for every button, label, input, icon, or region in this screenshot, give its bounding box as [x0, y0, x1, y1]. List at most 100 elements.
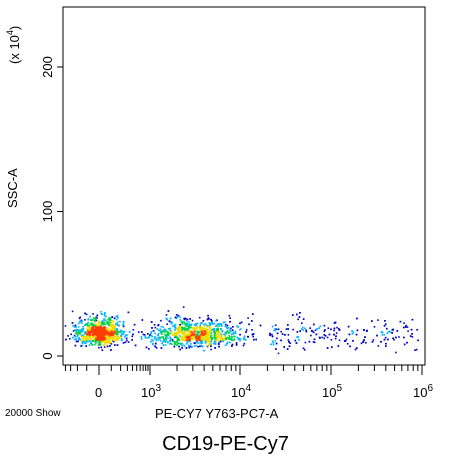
event-dot	[334, 321, 337, 324]
event-dot	[85, 335, 87, 337]
event-dot	[287, 339, 290, 341]
event-dot	[175, 336, 177, 339]
event-dot	[157, 337, 159, 339]
event-dot	[223, 339, 225, 342]
event-dot	[347, 325, 350, 328]
event-dot	[331, 346, 333, 348]
event-dot	[376, 334, 378, 337]
event-dot	[175, 344, 178, 347]
event-dot	[103, 321, 105, 324]
event-dot	[96, 340, 99, 343]
event-dot	[396, 330, 399, 332]
event-dot	[289, 342, 291, 344]
event-dot	[99, 335, 101, 337]
event-dot	[110, 321, 112, 324]
event-dot	[160, 347, 163, 349]
event-dot	[251, 329, 253, 331]
event-dot	[112, 337, 115, 340]
event-dot	[133, 323, 136, 326]
event-dot	[381, 334, 384, 336]
event-dot	[276, 337, 278, 340]
event-dot	[310, 334, 312, 337]
event-dot	[179, 316, 182, 319]
event-dot	[73, 334, 76, 337]
event-dot	[109, 345, 111, 347]
event-dot	[203, 328, 205, 331]
event-dot	[75, 332, 77, 335]
event-dot	[106, 331, 108, 334]
event-dot	[183, 344, 185, 347]
event-dot	[177, 328, 180, 330]
event-dot	[296, 331, 299, 333]
event-dot	[110, 349, 112, 351]
event-dot	[188, 340, 191, 343]
event-dot	[183, 339, 186, 342]
x-tick-base: 10	[231, 385, 245, 400]
event-dot	[105, 320, 108, 323]
event-dot	[344, 340, 347, 342]
event-dot	[214, 347, 216, 349]
event-dot	[198, 327, 201, 329]
event-dot	[217, 343, 220, 345]
event-dot	[104, 326, 107, 329]
event-dot	[186, 320, 188, 322]
event-dot	[274, 324, 277, 326]
event-dot	[98, 326, 100, 328]
event-dot	[142, 333, 145, 336]
event-dot	[209, 328, 212, 330]
event-dot	[229, 329, 231, 331]
event-dot	[98, 320, 100, 323]
event-dot	[82, 335, 84, 338]
event-dot	[88, 335, 90, 338]
event-dot	[219, 340, 222, 343]
event-dot	[150, 331, 153, 333]
event-dot	[100, 324, 102, 327]
event-dot	[87, 328, 90, 330]
event-dot	[225, 331, 228, 333]
event-dot	[98, 324, 101, 327]
event-dot	[236, 336, 239, 339]
event-dot	[123, 336, 126, 338]
event-dot	[225, 337, 227, 340]
y-scale-close: )	[7, 26, 22, 30]
event-dot	[195, 333, 197, 336]
event-dot	[108, 332, 110, 334]
event-dot	[235, 342, 238, 344]
event-dot	[188, 335, 191, 338]
event-dot	[294, 339, 297, 342]
event-dot	[183, 318, 186, 321]
event-dot	[312, 341, 315, 343]
event-dot	[215, 339, 217, 341]
event-dot	[232, 331, 235, 334]
event-dot	[204, 332, 206, 334]
event-dot	[270, 343, 272, 346]
event-dot	[313, 341, 316, 344]
event-dot	[159, 337, 161, 340]
event-dot	[170, 337, 172, 340]
event-dot	[210, 335, 212, 338]
event-dot	[92, 327, 94, 330]
event-dot	[108, 340, 110, 342]
event-dot	[64, 325, 67, 327]
event-dot	[103, 336, 106, 339]
event-dot	[92, 332, 95, 335]
event-dot	[217, 337, 219, 339]
event-dot	[223, 333, 225, 336]
event-dot	[99, 331, 101, 333]
event-dot	[122, 324, 124, 326]
event-dot	[195, 344, 198, 347]
event-dot	[104, 340, 106, 343]
event-dot	[180, 343, 182, 345]
event-dot	[114, 339, 116, 342]
event-dot	[89, 326, 91, 328]
event-dot	[104, 338, 107, 340]
event-dot	[232, 333, 235, 335]
event-dot	[221, 331, 223, 333]
event-dot	[252, 313, 254, 315]
event-dot	[233, 338, 236, 340]
y-scale-base: (x 10	[7, 35, 22, 64]
event-dot	[199, 329, 201, 331]
event-dot	[72, 336, 74, 339]
event-dot	[206, 318, 209, 321]
event-dot	[99, 325, 101, 328]
